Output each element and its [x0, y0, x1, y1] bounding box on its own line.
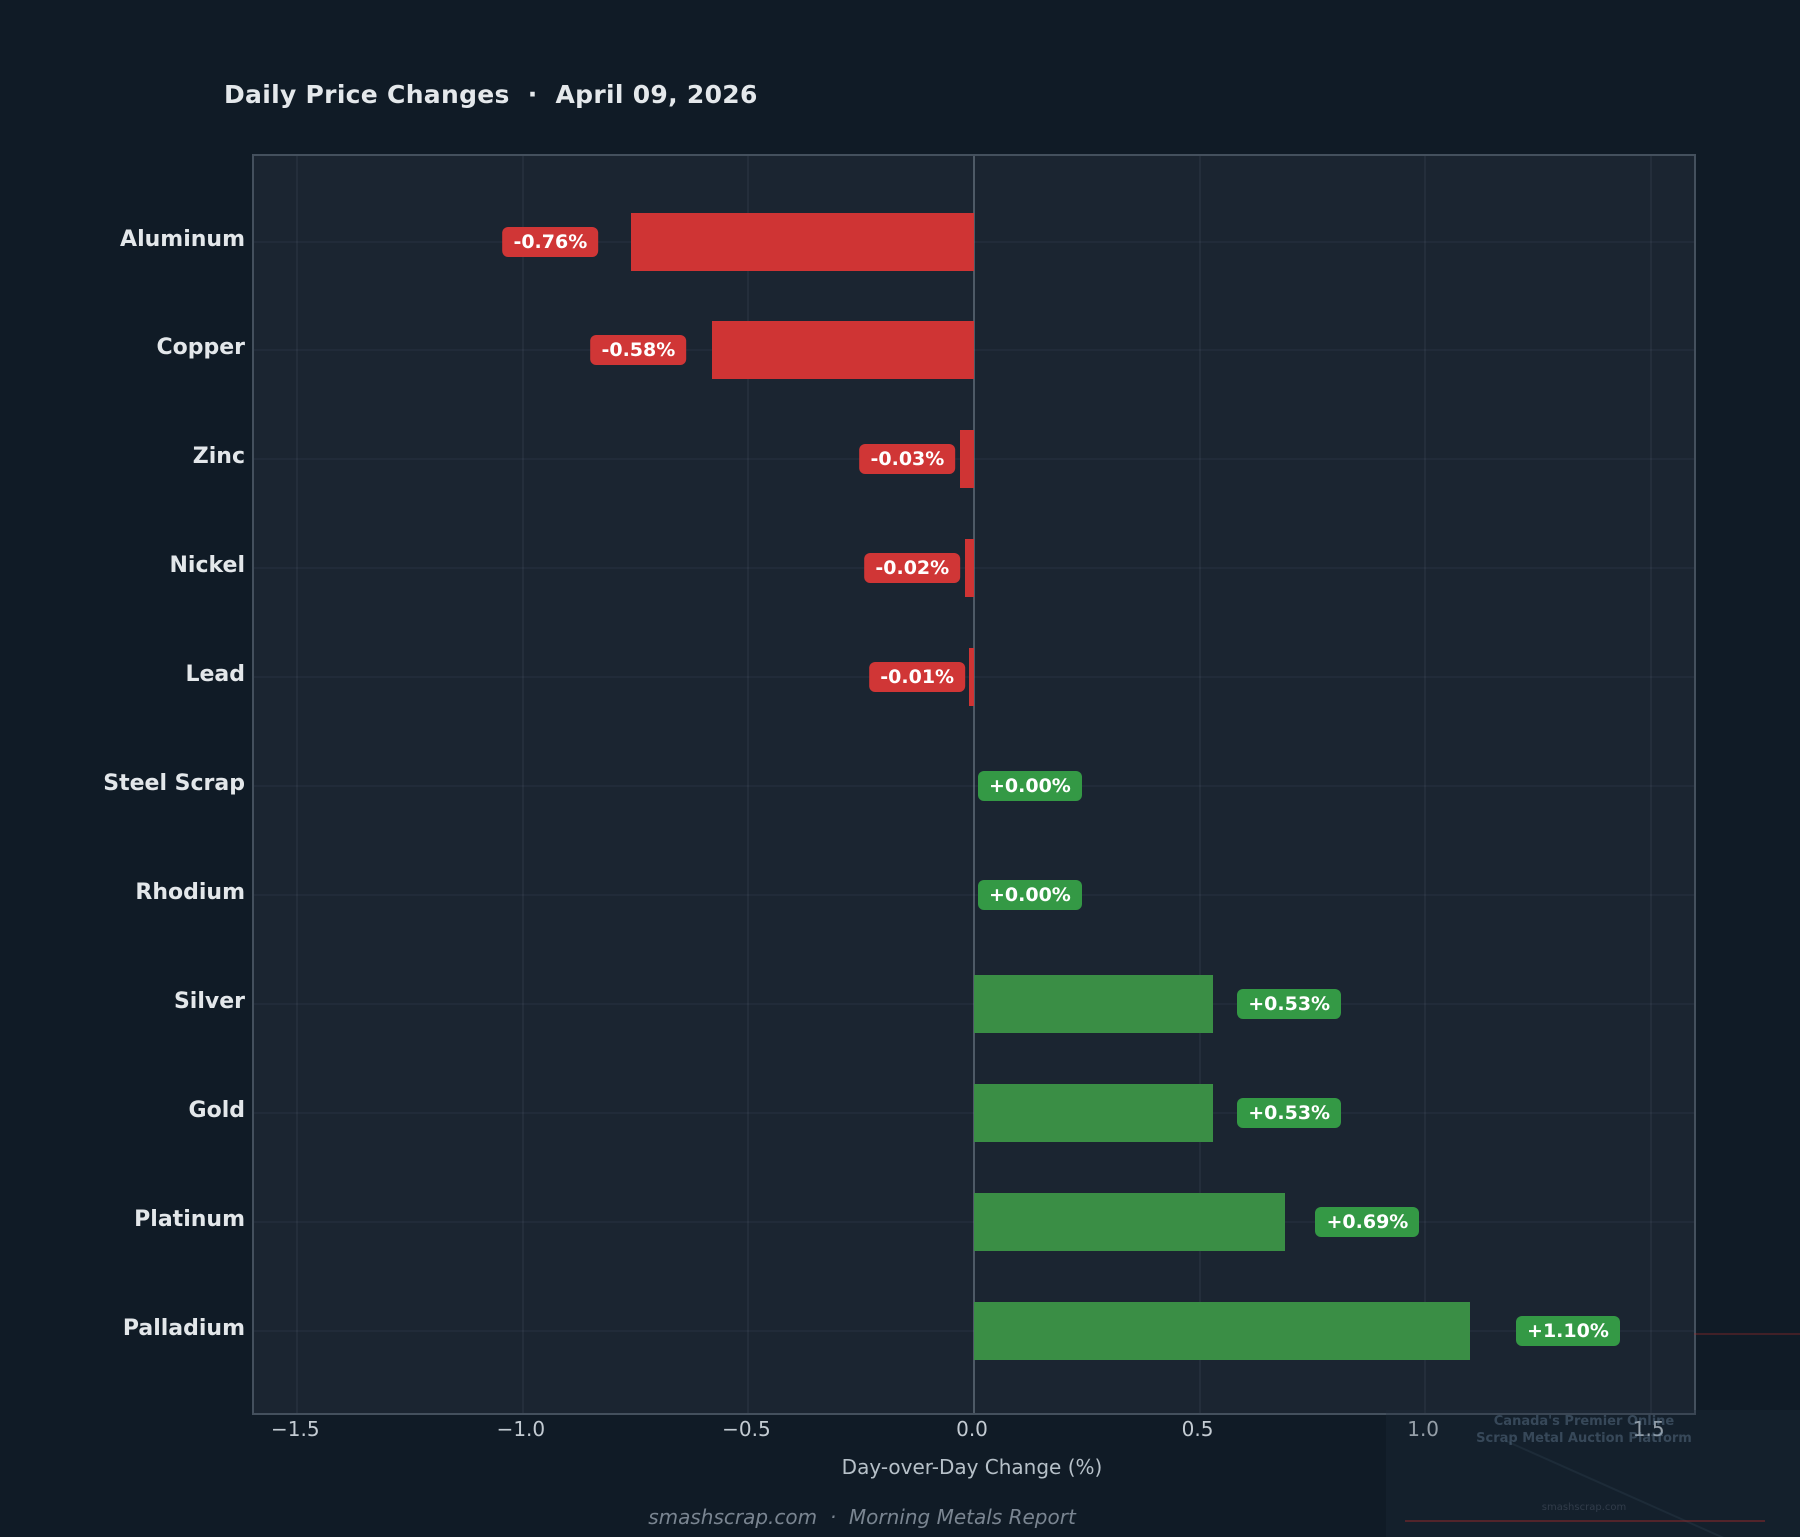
x-axis-label: Day-over-Day Change (%): [841, 1455, 1103, 1479]
value-badge-zinc: -0.03%: [859, 444, 956, 475]
category-label-copper: Copper: [156, 335, 245, 361]
value-badge-nickel: -0.02%: [864, 553, 961, 584]
gridline-x-1: [1424, 156, 1427, 1413]
gridline-y-nickel: [254, 567, 1694, 570]
category-label-aluminum: Aluminum: [120, 226, 245, 252]
watermark-red-line-upper: [1694, 1333, 1800, 1335]
category-label-zinc: Zinc: [192, 444, 245, 470]
x-tick-0: 0.0: [956, 1417, 988, 1441]
category-label-platinum: Platinum: [134, 1206, 245, 1232]
bar-lead: [969, 648, 974, 707]
gridline-x--1.5: [296, 156, 299, 1413]
category-label-silver: Silver: [173, 988, 245, 1014]
watermark-red-line-lower: [1405, 1520, 1765, 1522]
bar-silver: [974, 974, 1214, 1033]
watermark-diagonal-line: [1505, 1440, 1800, 1537]
plot-area: -0.76% -0.58% -0.03% -0.02% -0.01% +0.00% +0.0…: [252, 154, 1696, 1415]
watermark-url: smashscrap.com: [1541, 1502, 1627, 1513]
value-badge-platinum: +0.69%: [1315, 1206, 1420, 1237]
category-label-gold: Gold: [188, 1097, 245, 1123]
x-tick--0.5: −0.5: [722, 1417, 771, 1441]
bar-aluminum: [631, 212, 974, 271]
gridline-y-rhodium: [254, 893, 1694, 896]
x-tick--1: −1.0: [496, 1417, 546, 1441]
gridline-y-copper: [254, 349, 1694, 352]
zero-line: [973, 156, 975, 1413]
footer-attribution: smashscrap.com · Morning Metals Report: [648, 1505, 1076, 1529]
gridline-x--1: [521, 156, 524, 1413]
x-tick-1: 1.0: [1407, 1417, 1440, 1441]
gridline-y-zinc: [254, 458, 1694, 461]
gridline-x-1.5: [1649, 156, 1652, 1413]
value-badge-lead: -0.01%: [869, 662, 966, 693]
value-badge-silver: +0.53%: [1237, 988, 1342, 1019]
bar-copper: [712, 321, 974, 380]
gridline-y-aluminum: [254, 240, 1694, 243]
category-label-rhodium: Rhodium: [135, 879, 245, 905]
value-badge-palladium: +1.10%: [1516, 1315, 1620, 1346]
bar-nickel: [964, 539, 974, 598]
value-badge-rhodium: +0.00%: [978, 879, 1082, 910]
category-label-nickel: Nickel: [169, 553, 246, 579]
bar-palladium: [974, 1301, 1471, 1360]
bar-zinc: [960, 430, 974, 489]
category-label-lead: Lead: [185, 662, 245, 688]
gridline-y-lead: [254, 676, 1694, 679]
value-badge-steel-scrap: +0.00%: [978, 771, 1082, 801]
x-tick-0.5: 0.5: [1181, 1417, 1214, 1441]
gridline-y-steel-scrap: [254, 785, 1694, 787]
value-badge-copper: -0.58%: [590, 335, 687, 366]
x-tick--1.5: −1.5: [271, 1417, 320, 1441]
x-tick-1.5: 1.5: [1632, 1417, 1665, 1441]
bar-gold: [974, 1083, 1214, 1142]
chart-title: Daily Price Changes · April 09, 2026: [224, 80, 758, 109]
gridline-x-0.5: [1198, 156, 1201, 1413]
category-label-palladium: Palladium: [122, 1315, 245, 1341]
gridline-x--0.5: [747, 156, 750, 1413]
bar-platinum: [974, 1192, 1286, 1251]
value-badge-gold: +0.53%: [1237, 1097, 1342, 1128]
category-label-steel-scrap: Steel Scrap: [103, 771, 245, 796]
value-badge-aluminum: -0.76%: [502, 226, 599, 257]
